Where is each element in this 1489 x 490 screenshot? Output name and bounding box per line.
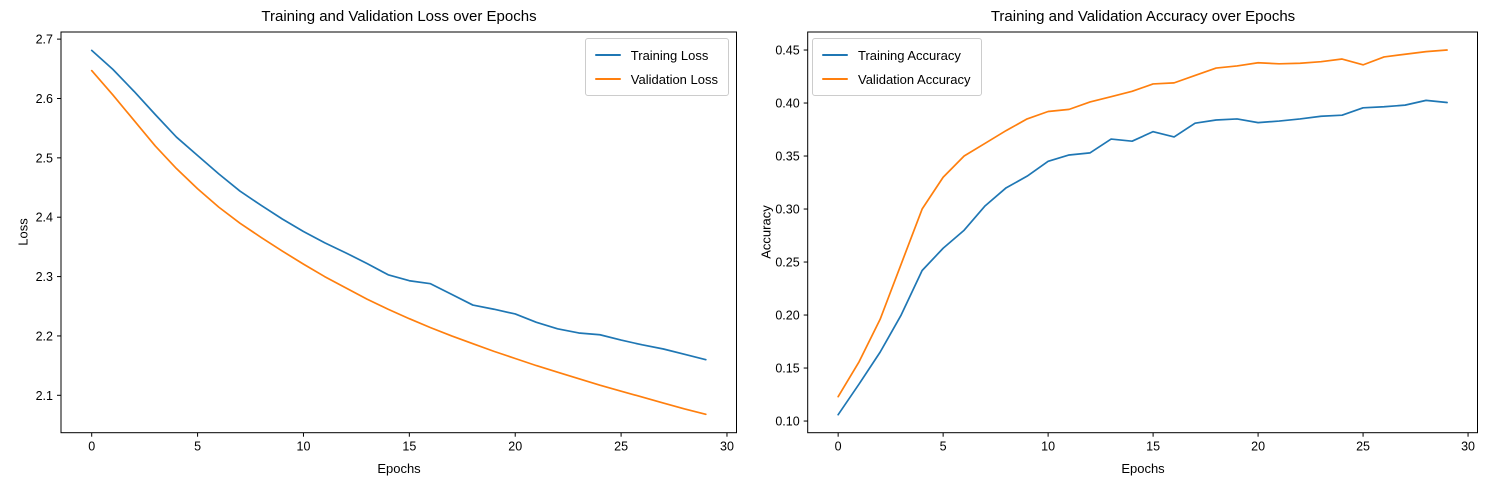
y-tick-label: 0.35 [775,150,799,164]
x-tick-label: 30 [720,440,734,454]
x-tick-label: 5 [194,440,201,454]
legend-entry-validation-accuracy: Validation Accuracy [822,68,971,90]
legend-entry-training-loss: Training Loss [594,44,718,66]
accuracy-x-axis-label: Epochs [1121,461,1165,476]
legend-entry-validation-loss: Validation Loss [594,68,718,90]
y-tick-label: 2.3 [36,270,53,284]
y-tick-label: 2.7 [36,33,53,47]
x-tick-label: 10 [1041,440,1055,454]
y-tick-label: 0.30 [775,203,799,217]
accuracy-y-axis-label: Accuracy [758,205,774,259]
validation-accuracy-line [837,49,1448,398]
training-loss-line-sample [594,53,621,57]
legend-entry-training-accuracy: Training Accuracy [822,44,971,66]
y-tick-label: 0.15 [775,362,799,376]
legend-label: Validation Accuracy [858,71,971,87]
x-tick-label: 0 [88,440,95,454]
training-accuracy-line-sample [822,53,848,57]
y-tick-label: 0.45 [775,44,799,58]
legend-label: Training Accuracy [858,47,961,63]
validation-accuracy-line-sample [822,77,848,81]
training-loss-line [90,49,707,361]
y-tick-label: 0.10 [775,415,799,429]
validation-loss-line-sample [594,77,621,81]
x-tick-label: 15 [402,440,416,454]
accuracy-chart-title: Training and Validation Accuracy over Ep… [990,8,1296,25]
accuracy-chart: 0 5 10 15 20 25 30 0.10 0.15 0.20 0.25 0.30 0.35 0.40… [775,31,1478,454]
axes-spines [807,31,1478,434]
axes-spines [60,31,737,434]
x-tick-label: 10 [297,440,311,454]
y-tick-label: 2.5 [36,151,53,165]
x-tick-label: 15 [1146,440,1160,454]
loss-x-axis-label: Epochs [377,461,421,476]
loss-chart: 0 5 10 15 20 25 30 2.1 2.2 2.3 2.4 2.5 2.6 2.7 [36,31,737,454]
y-tick-label: 2.1 [36,389,53,403]
y-tick-label: 0.20 [775,309,799,323]
training-accuracy-line [837,99,1448,416]
y-tick-label: 2.2 [36,329,53,343]
x-tick-label: 25 [1356,440,1370,454]
loss-legend: Training Loss Validation Loss [584,38,729,96]
x-tick-label: 20 [508,440,522,454]
x-tick-label: 20 [1251,440,1265,454]
x-tick-label: 5 [940,440,947,454]
y-tick-label: 0.40 [775,97,799,111]
validation-loss-line [90,69,707,416]
legend-label: Training Loss [630,47,709,63]
x-tick-label: 0 [835,440,842,454]
loss-y-axis-label: Loss [15,218,31,246]
y-tick-label: 2.6 [36,92,53,106]
y-tick-label: 2.4 [36,211,53,225]
x-tick-label: 25 [614,440,628,454]
x-tick-label: 30 [1461,440,1475,454]
legend-label: Validation Loss [630,71,718,87]
y-tick-label: 0.25 [775,256,799,270]
accuracy-legend: Training Accuracy Validation Accuracy [812,38,982,96]
loss-chart-title: Training and Validation Loss over Epochs [261,8,537,25]
